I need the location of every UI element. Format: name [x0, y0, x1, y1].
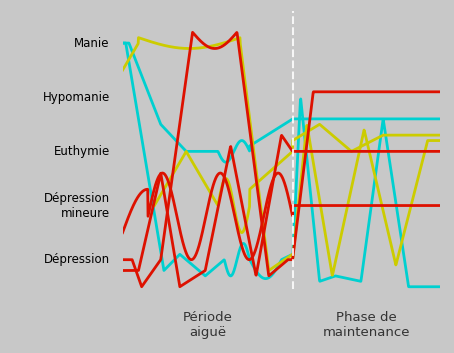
Text: Dépression
mineure: Dépression mineure [44, 192, 110, 220]
Text: Dépression: Dépression [44, 253, 110, 266]
Text: Manie: Manie [74, 37, 110, 49]
Text: Période
aiguë: Période aiguë [183, 311, 232, 339]
Text: Euthymie: Euthymie [54, 145, 110, 158]
Text: Phase de
maintenance: Phase de maintenance [323, 311, 410, 339]
Text: Hypomanie: Hypomanie [43, 91, 110, 104]
